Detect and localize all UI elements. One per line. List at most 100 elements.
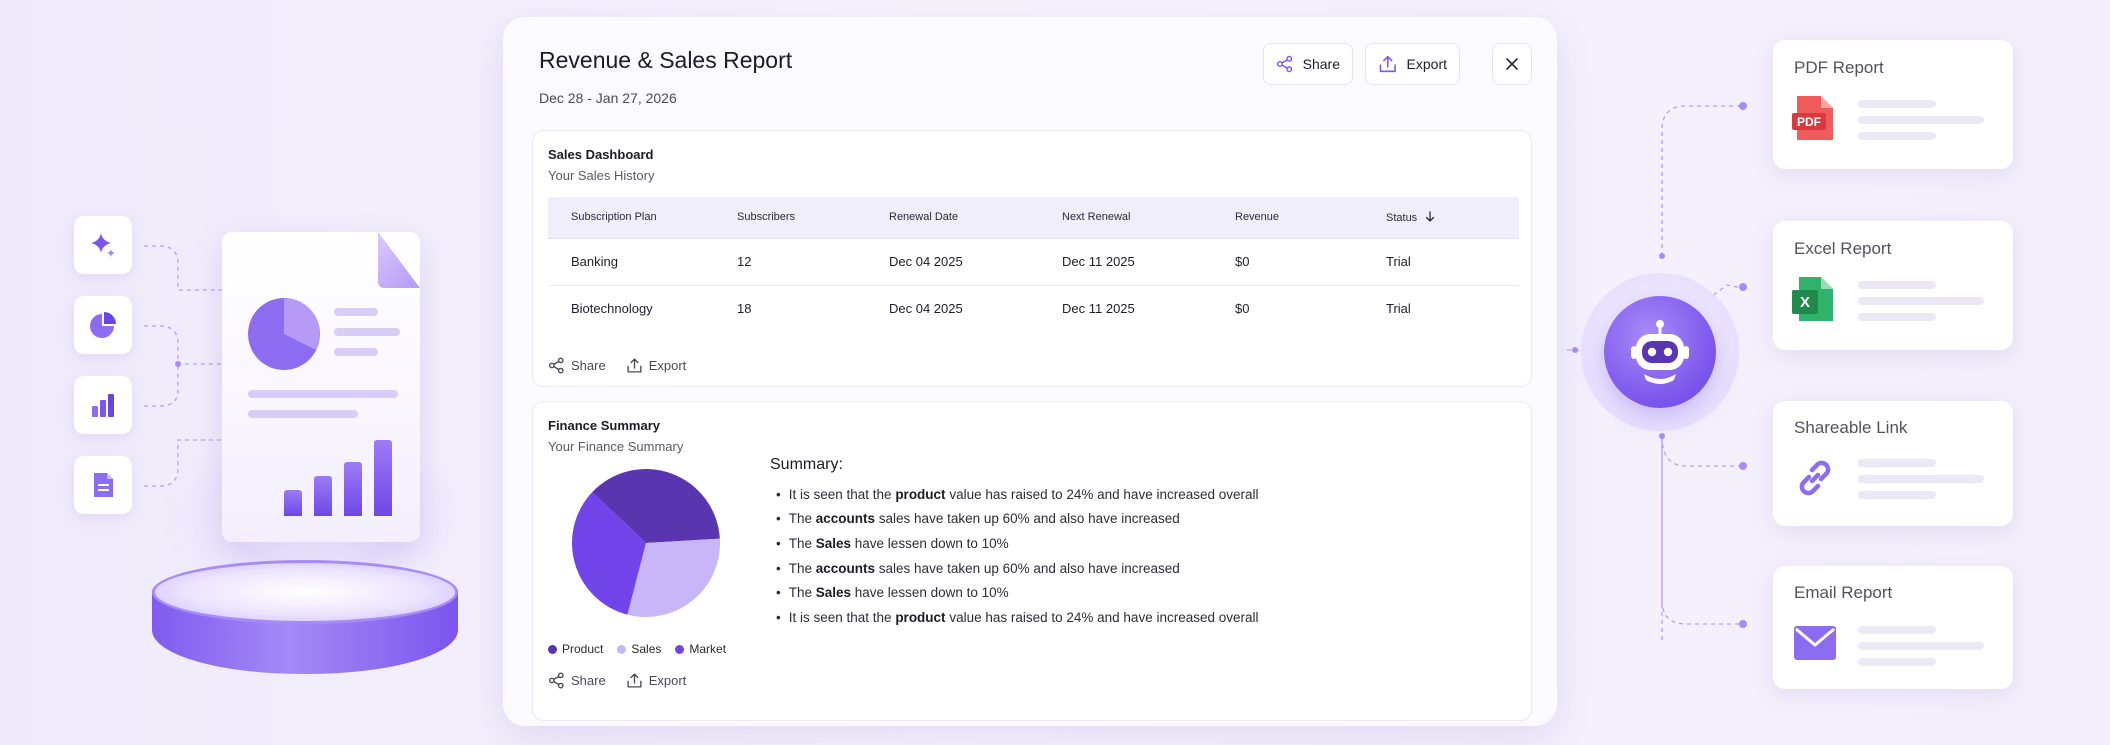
share-button-label: Share — [1302, 56, 1340, 72]
bullet-text: sales have taken up 60% and also have in… — [875, 560, 1180, 576]
sort-down-arrow-icon — [1426, 211, 1435, 222]
shareable-link-card[interactable]: Shareable Link — [1773, 401, 2013, 526]
report-document-illustration — [222, 232, 420, 542]
summary-bullet: The Sales have lessen down to 10% — [770, 580, 1259, 605]
sales-share-label: Share — [571, 358, 606, 373]
bullet-text: It is seen that the — [788, 486, 896, 502]
bullet-emphasis: product — [895, 486, 946, 502]
cell-revenue: $0 — [1212, 238, 1363, 286]
envelope-icon — [1794, 626, 1836, 660]
sales-dashboard-title: Sales Dashboard — [548, 147, 654, 162]
share-icon — [1276, 55, 1293, 73]
pdf-report-title: PDF Report — [1794, 58, 1884, 77]
pdf-file-icon: PDF — [1792, 96, 1833, 140]
table-row[interactable]: Banking 12 Dec 04 2025 Dec 11 2025 $0 Tr… — [548, 238, 1519, 286]
legend-swatch-market — [675, 644, 685, 654]
pie-slice-sales — [627, 538, 720, 617]
bullet-text: have lessen down to 10% — [851, 585, 1009, 601]
ai-assistant[interactable] — [1604, 296, 1716, 408]
bullet-text: The — [788, 511, 816, 527]
link-icon — [1799, 460, 1831, 496]
finance-summary-actions: Share Export — [548, 672, 686, 689]
legend-swatch-product — [548, 644, 557, 654]
table-header-row: Subscription Plan Subscribers Renewal Da… — [548, 197, 1519, 239]
cell-renewal-date: Dec 04 2025 — [866, 238, 1039, 286]
sales-export-link[interactable]: Export — [626, 357, 686, 374]
document-icon — [94, 473, 113, 497]
bullet-text: value has raised to 24% and have increas… — [945, 486, 1259, 502]
email-report-title: Email Report — [1794, 583, 1893, 602]
export-button-label: Export — [1406, 56, 1447, 72]
legend-item-sales: Sales — [617, 642, 661, 656]
bullet-emphasis: Sales — [815, 585, 852, 601]
bullet-text: It is seen that the — [788, 609, 896, 625]
cell-plan: Biotechnology — [571, 301, 653, 317]
share-button[interactable]: Share — [1263, 43, 1353, 85]
pdf-badge-text: PDF — [1797, 115, 1821, 129]
export-icon — [627, 358, 642, 373]
sparkle-icon — [91, 233, 115, 257]
bullet-emphasis: Sales — [815, 535, 852, 551]
bullet-text: The — [788, 535, 816, 551]
legend-label-market: Market — [689, 642, 727, 656]
legend-swatch-sales — [617, 644, 627, 654]
legend-item-product: Product — [548, 642, 603, 656]
export-icon — [1379, 55, 1396, 73]
pie-slice-market — [572, 492, 646, 615]
email-report-card[interactable]: Email Report — [1773, 566, 2013, 689]
column-header-next-renewal[interactable]: Next Renewal — [1039, 197, 1212, 239]
excel-report-title: Excel Report — [1794, 239, 1892, 258]
summary-bullet: It is seen that the product value has ra… — [770, 605, 1259, 630]
share-icon — [548, 672, 564, 689]
summary-bullet: The accounts sales have taken up 60% and… — [770, 507, 1259, 532]
column-header-revenue[interactable]: Revenue — [1212, 197, 1363, 239]
finance-export-label: Export — [648, 673, 687, 688]
finance-export-link[interactable]: Export — [626, 672, 687, 689]
cell-next-renewal: Dec 11 2025 — [1039, 238, 1212, 286]
cell-next-renewal: Dec 11 2025 — [1062, 301, 1135, 317]
share-icon — [548, 357, 564, 374]
robot-icon — [1631, 320, 1689, 384]
finance-share-label: Share — [571, 673, 606, 688]
bullet-emphasis: product — [895, 609, 946, 625]
legend-label-sales: Sales — [631, 642, 662, 656]
cell-renewal-date: Dec 04 2025 — [889, 301, 963, 317]
column-header-plan[interactable]: Subscription Plan — [548, 197, 714, 239]
finance-summary-panel: Finance Summary Your Finance Summary Pro… — [532, 401, 1532, 721]
column-header-status[interactable]: Status — [1363, 197, 1519, 239]
bullet-text: sales have taken up 60% and also have in… — [875, 511, 1180, 527]
export-button[interactable]: Export — [1365, 43, 1460, 85]
finance-pie-chart — [572, 469, 720, 617]
table-row[interactable]: Biotechnology 18 Dec 04 2025 Dec 11 2025… — [548, 285, 1519, 332]
bullet-emphasis: accounts — [815, 560, 876, 576]
pedestal-top — [152, 560, 458, 624]
column-header-subscribers[interactable]: Subscribers — [714, 197, 866, 239]
excel-report-card[interactable]: Excel Report X — [1773, 221, 2013, 350]
pie-slice-product — [592, 469, 720, 543]
bar-chart-icon — [92, 394, 114, 417]
bullet-text: have lessen down to 10% — [851, 535, 1009, 551]
close-button[interactable] — [1492, 43, 1532, 85]
finance-share-link[interactable]: Share — [548, 672, 606, 689]
sales-table: Subscription Plan Subscribers Renewal Da… — [548, 197, 1519, 332]
pie-legend: Product Sales Market — [548, 642, 726, 656]
summary-bullet: The Sales have lessen down to 10% — [770, 531, 1259, 556]
sales-dashboard-actions: Share Export — [548, 357, 686, 374]
cell-status: Trial — [1363, 238, 1519, 286]
cell-plan: Banking — [548, 238, 714, 286]
close-icon — [1506, 58, 1518, 70]
summary-heading: Summary: — [770, 456, 843, 473]
bullet-text: The — [788, 560, 816, 576]
summary-bullet: The accounts sales have taken up 60% and… — [770, 556, 1259, 581]
sparkle-icon-tile — [74, 216, 132, 274]
cell-subscribers: 18 — [737, 301, 752, 317]
sales-share-link[interactable]: Share — [548, 357, 606, 374]
bullet-emphasis: accounts — [815, 511, 876, 527]
status-header-label: Status — [1386, 211, 1418, 224]
cell-subscribers: 12 — [714, 238, 866, 286]
report-date-range: Dec 28 - Jan 27, 2026 — [539, 90, 677, 106]
sales-dashboard-panel: Sales Dashboard Your Sales History Subsc… — [532, 130, 1532, 387]
cell-status: Trial — [1386, 301, 1411, 317]
column-header-renewal-date[interactable]: Renewal Date — [866, 197, 1039, 239]
pdf-report-card[interactable]: PDF Report PDF — [1773, 40, 2013, 169]
